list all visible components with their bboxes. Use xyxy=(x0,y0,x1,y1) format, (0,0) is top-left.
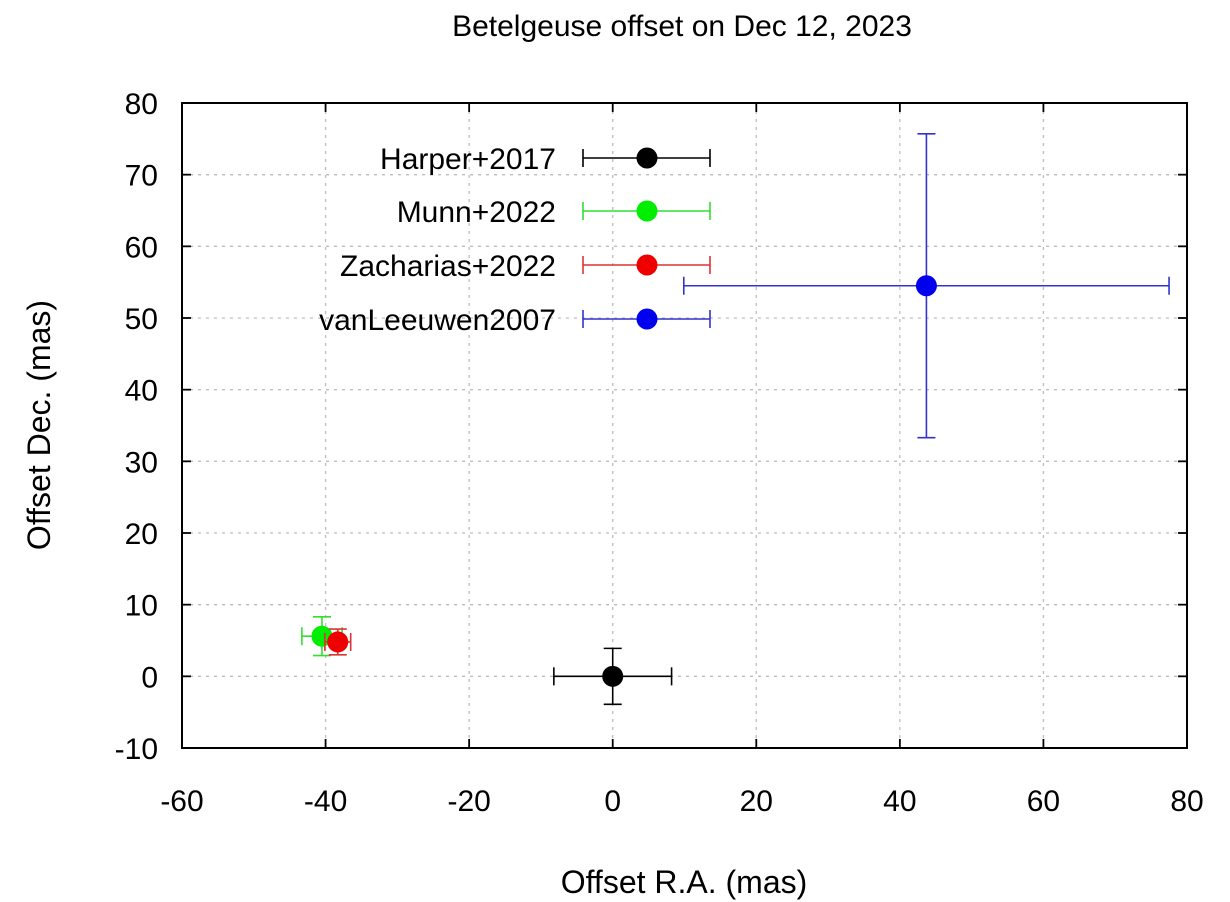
data-point xyxy=(327,631,349,653)
legend-entry: Munn+2022 xyxy=(397,196,711,229)
x-tick-label: -60 xyxy=(160,785,203,818)
y-tick-label: 10 xyxy=(125,590,158,623)
x-tick-labels: -60 -40 -20 0 20 40 60 80 xyxy=(160,785,1203,818)
legend: Harper+2017 Munn+2022 Zacharias+2022 vanLee… xyxy=(319,143,711,337)
legend-label: Harper+2017 xyxy=(380,143,556,176)
series-vanleeuwen2007 xyxy=(682,133,1170,439)
y-tick-label: 70 xyxy=(125,160,158,193)
series-harper-2017 xyxy=(553,647,673,706)
chart-title: Betelgeuse offset on Dec 12, 2023 xyxy=(452,10,912,43)
y-tick-label: 0 xyxy=(141,661,158,694)
y-tick-label: 20 xyxy=(125,518,158,551)
legend-marker xyxy=(636,308,658,330)
y-tick-label: 40 xyxy=(125,375,158,408)
x-tick-label: 40 xyxy=(883,785,916,818)
x-tick-label: 20 xyxy=(740,785,773,818)
legend-label: Munn+2022 xyxy=(397,196,556,229)
y-tick-label: 80 xyxy=(125,88,158,121)
data-point xyxy=(602,665,624,687)
legend-label: Zacharias+2022 xyxy=(340,250,556,283)
y-tick-labels: -10 0 10 20 30 40 50 60 70 80 xyxy=(115,88,158,766)
legend-label: vanLeeuwen2007 xyxy=(319,304,556,337)
series-zacharias-2022 xyxy=(324,628,352,656)
x-axis-label: Offset R.A. (mas) xyxy=(561,864,808,900)
y-axis-label: Offset Dec. (mas) xyxy=(21,300,57,550)
data-points xyxy=(301,133,1170,706)
y-tick-label: 50 xyxy=(125,303,158,336)
legend-entry: Harper+2017 xyxy=(380,143,711,176)
x-tick-label: 80 xyxy=(1170,785,1203,818)
plot-frame xyxy=(181,102,1188,749)
x-tick-label: -20 xyxy=(447,785,490,818)
legend-entry: Zacharias+2022 xyxy=(340,250,711,283)
x-tick-label: -40 xyxy=(304,785,347,818)
y-tick-label: 30 xyxy=(125,446,158,479)
legend-marker xyxy=(636,147,658,169)
data-point xyxy=(915,275,937,297)
x-tick-label: 0 xyxy=(604,785,621,818)
grid xyxy=(182,103,1187,748)
legend-entry: vanLeeuwen2007 xyxy=(319,304,711,337)
y-tick-label: 60 xyxy=(125,231,158,264)
ticks xyxy=(181,102,1188,749)
legend-marker xyxy=(636,200,658,222)
y-tick-label: -10 xyxy=(115,733,158,766)
legend-marker xyxy=(636,254,658,276)
x-tick-label: 60 xyxy=(1027,785,1060,818)
